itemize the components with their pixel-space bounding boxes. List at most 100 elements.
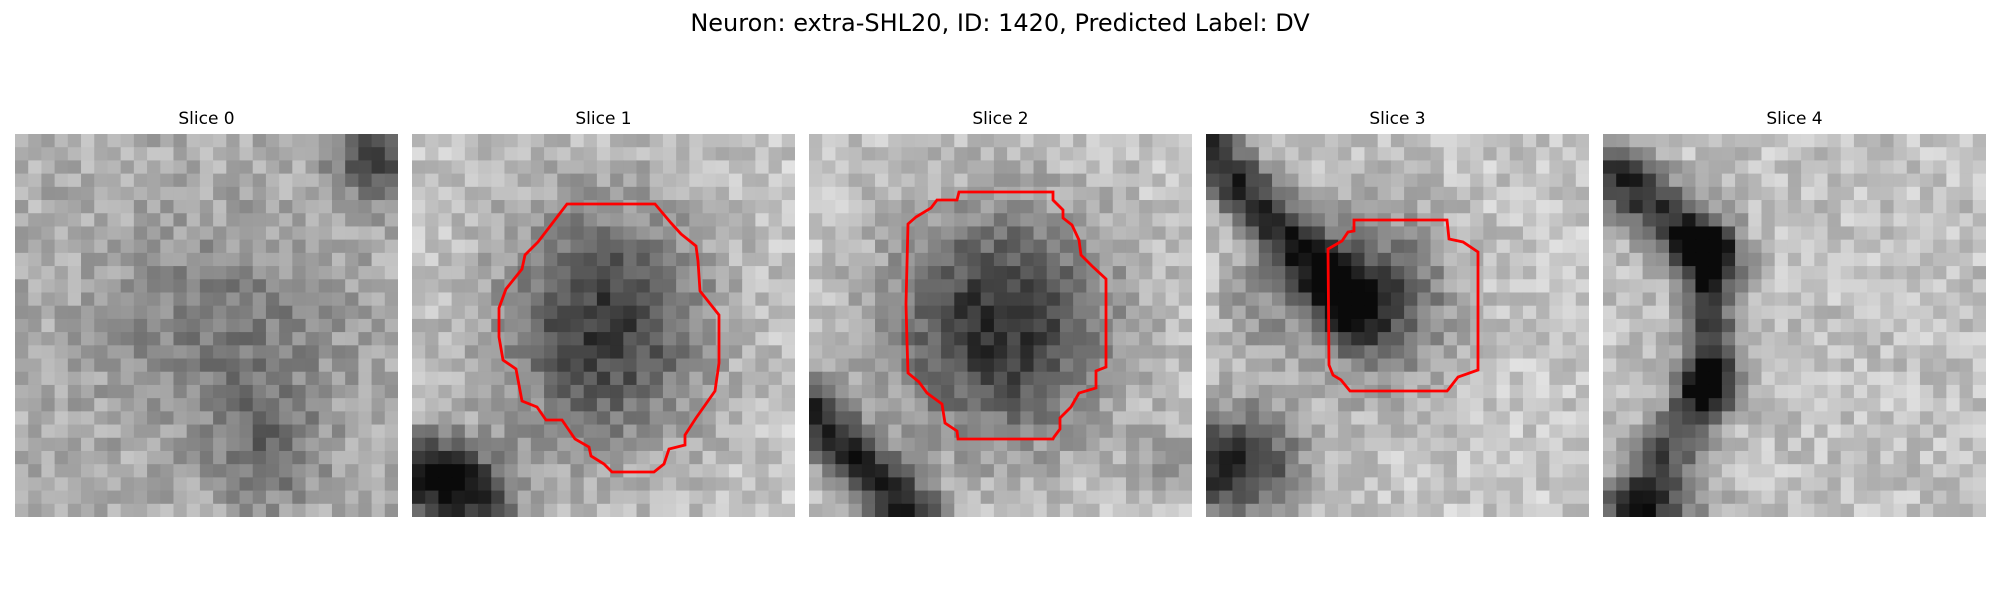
image-pixel <box>676 160 690 175</box>
image-pixel <box>1801 134 1815 148</box>
image-pixel <box>993 464 1008 478</box>
image-pixel <box>689 384 704 399</box>
image-pixel <box>1695 477 1710 492</box>
image-pixel <box>1152 279 1167 294</box>
image-pixel <box>544 345 558 360</box>
image-pixel <box>1708 345 1723 360</box>
image-pixel <box>1483 186 1498 201</box>
image-pixel <box>1377 503 1392 517</box>
image-pixel <box>1814 345 1829 360</box>
image-pixel <box>54 477 69 492</box>
image-pixel <box>265 490 280 505</box>
image-pixel <box>1827 450 1842 465</box>
image-pixel <box>67 226 82 241</box>
image-pixel <box>1059 279 1074 294</box>
image-pixel <box>412 266 426 280</box>
image-pixel <box>1430 477 1445 492</box>
image-pixel <box>835 450 850 465</box>
image-pixel <box>875 292 889 307</box>
image-pixel <box>1206 345 1220 360</box>
image-pixel <box>54 134 69 148</box>
image-pixel <box>742 134 756 148</box>
image-pixel <box>1219 160 1234 175</box>
image-pixel <box>715 226 730 241</box>
image-pixel <box>689 437 704 452</box>
image-pixel <box>464 266 479 280</box>
image-pixel <box>1735 437 1749 452</box>
image-pixel <box>160 239 175 254</box>
image-pixel <box>81 490 95 505</box>
image-pixel <box>252 200 267 214</box>
image-pixel <box>384 332 398 346</box>
image-pixel <box>1165 411 1180 426</box>
image-pixel <box>1258 305 1273 320</box>
image-pixel <box>517 292 532 307</box>
image-pixel <box>1629 318 1644 333</box>
image-pixel <box>464 173 479 188</box>
image-pixel <box>1906 371 1921 386</box>
image-pixel <box>1152 384 1167 399</box>
image-pixel <box>1007 490 1021 505</box>
image-pixel <box>875 279 889 294</box>
image-pixel <box>1893 266 1908 280</box>
image-pixel <box>120 384 135 399</box>
image-pixel <box>41 450 56 465</box>
image-pixel <box>1562 490 1577 505</box>
image-pixel <box>331 411 346 426</box>
image-pixel <box>1669 464 1683 478</box>
image-pixel <box>822 186 837 201</box>
image-pixel <box>425 437 440 452</box>
image-pixel <box>438 411 453 426</box>
image-pixel <box>1007 477 1021 492</box>
image-pixel <box>888 252 903 267</box>
image-pixel <box>318 292 333 307</box>
image-pixel <box>345 411 359 426</box>
image-pixel <box>1470 134 1484 148</box>
image-pixel <box>1298 411 1313 426</box>
image-pixel <box>530 490 545 505</box>
image-pixel <box>252 226 267 241</box>
image-pixel <box>1933 318 1947 333</box>
image-pixel <box>384 490 398 505</box>
image-pixel <box>1880 437 1895 452</box>
image-pixel <box>1033 173 1048 188</box>
image-pixel <box>412 437 426 452</box>
image-pixel <box>1853 213 1868 228</box>
image-pixel <box>1721 371 1736 386</box>
image-pixel <box>1112 437 1127 452</box>
image-pixel <box>728 186 743 201</box>
image-pixel <box>517 371 532 386</box>
image-pixel <box>1787 213 1802 228</box>
image-pixel <box>755 252 770 267</box>
image-pixel <box>133 450 148 465</box>
image-pixel <box>1721 437 1736 452</box>
image-pixel <box>1219 424 1234 439</box>
image-pixel <box>1152 134 1167 148</box>
image-pixel <box>1219 186 1234 201</box>
image-pixel <box>1496 371 1511 386</box>
image-pixel <box>1616 266 1631 280</box>
image-pixel <box>848 490 863 505</box>
image-pixel <box>1509 358 1524 373</box>
image-pixel <box>331 160 346 175</box>
image-pixel <box>1761 134 1776 148</box>
image-pixel <box>1206 134 1220 148</box>
image-pixel <box>1642 226 1657 241</box>
image-pixel <box>1933 503 1947 517</box>
image-pixel <box>570 226 585 241</box>
image-pixel <box>954 160 969 175</box>
image-pixel <box>980 384 995 399</box>
image-pixel <box>1232 226 1247 241</box>
image-pixel <box>1033 437 1048 452</box>
image-pixel <box>1509 345 1524 360</box>
image-pixel <box>689 332 704 346</box>
image-pixel <box>1404 173 1418 188</box>
image-pixel <box>1165 266 1180 280</box>
image-pixel <box>491 252 506 267</box>
image-pixel <box>927 477 942 492</box>
image-pixel <box>1033 503 1048 517</box>
image-pixel <box>914 450 929 465</box>
image-pixel <box>173 226 188 241</box>
image-pixel <box>1549 252 1564 267</box>
image-pixel <box>160 213 175 228</box>
